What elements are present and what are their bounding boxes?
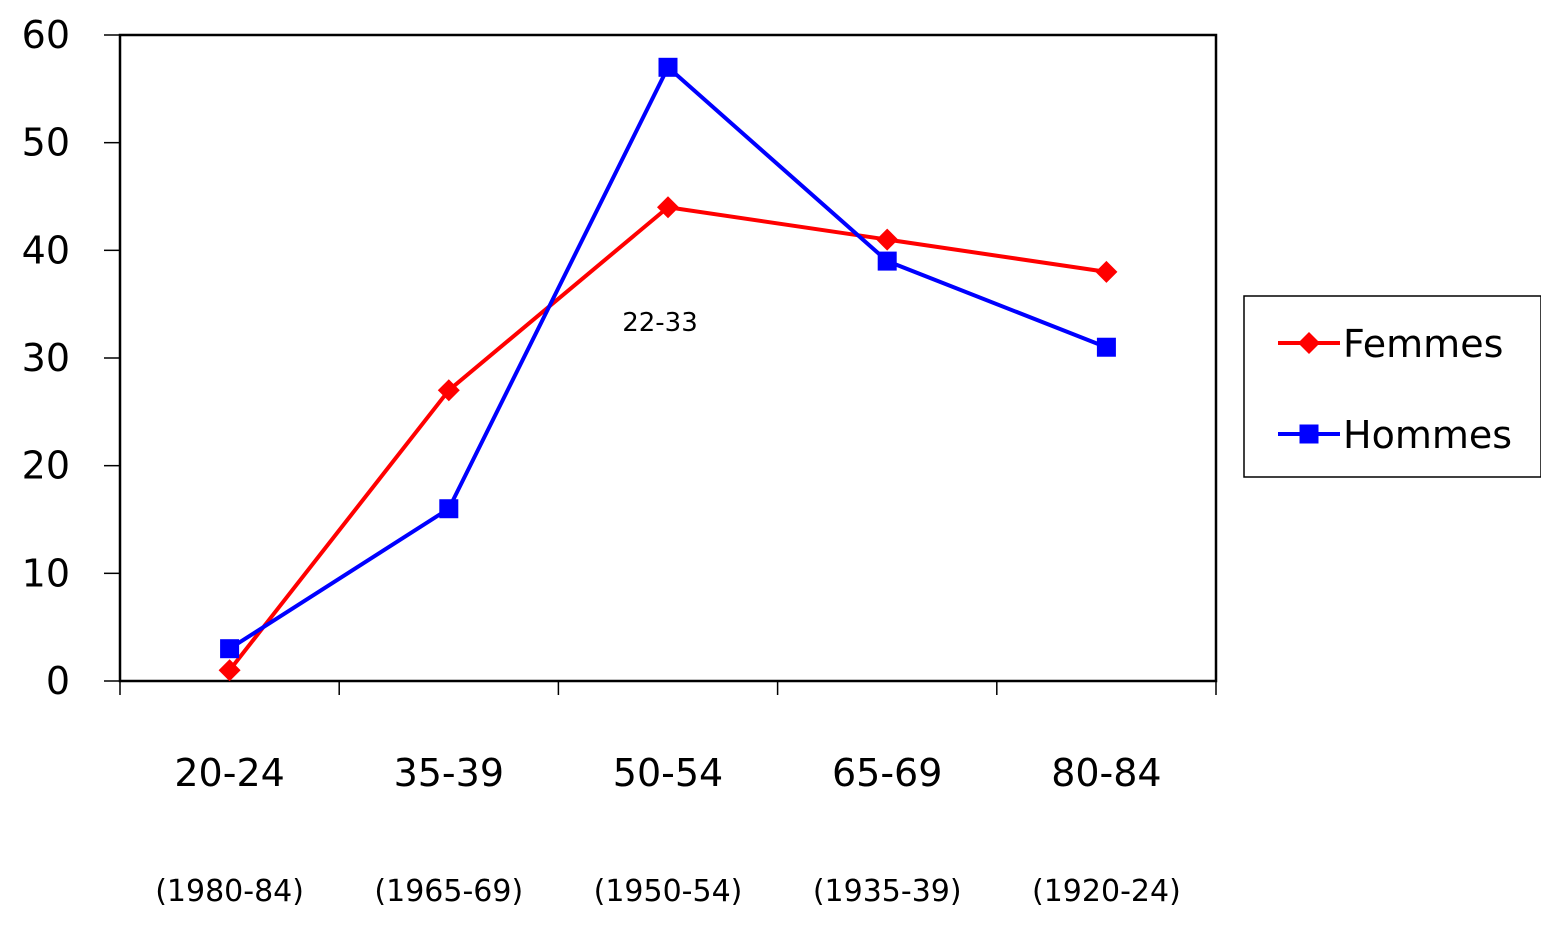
x-tick-label: 50-54 — [613, 751, 723, 795]
x-sublabel: (1935-39) — [813, 874, 962, 909]
data-point-hommes — [658, 57, 678, 77]
series-hommes — [220, 57, 1116, 659]
y-tick-label: 0 — [46, 659, 70, 703]
x-sublabel: (1965-69) — [374, 874, 523, 909]
series-femmes — [218, 196, 1118, 682]
legend-marker-femmes — [1298, 332, 1320, 354]
x-tick-label: 35-39 — [394, 751, 504, 795]
data-point-femmes — [1095, 260, 1118, 283]
series-layer — [218, 57, 1118, 682]
data-point-femmes — [657, 196, 679, 219]
x-sublabel: (1950-54) — [594, 874, 743, 909]
y-axis: 0 10 20 30 40 50 60 — [22, 13, 120, 703]
y-tick-label: 40 — [22, 228, 70, 272]
data-point-hommes — [877, 251, 897, 271]
legend-items: Femmes Hommes — [1278, 322, 1512, 457]
data-point-femmes — [218, 659, 241, 682]
y-tick-label: 50 — [22, 121, 70, 165]
y-tick-label: 20 — [22, 444, 70, 488]
y-tick-label: 10 — [22, 551, 70, 595]
legend-marker-hommes — [1299, 424, 1319, 444]
x-tick-label: 20-24 — [174, 751, 284, 795]
x-tick-label: 80-84 — [1051, 751, 1161, 795]
legend-box — [1243, 295, 1541, 478]
legend-item-femmes: Femmes — [1278, 322, 1503, 366]
plot-area-frame — [118, 33, 1218, 683]
x-axis: 20-24 35-39 50-54 65-69 80-84 (1980-84) (1965-… — [119, 681, 1217, 909]
y-tick-label: 60 — [22, 13, 70, 57]
x-sublabel: (1920-24) — [1032, 874, 1181, 909]
y-tick-label: 30 — [22, 336, 70, 380]
legend: Femmes Hommes — [1243, 295, 1541, 478]
data-point-hommes — [1096, 337, 1116, 357]
data-point-femmes — [437, 379, 460, 402]
legend-item-hommes: Hommes — [1278, 413, 1512, 457]
x-tick-label: 65-69 — [832, 751, 942, 795]
annotation-label: 22-33 — [622, 308, 698, 338]
data-point-femmes — [876, 228, 899, 251]
data-point-hommes — [220, 639, 240, 659]
legend-label-hommes: Hommes — [1343, 413, 1512, 457]
data-point-hommes — [439, 499, 459, 519]
legend-label-femmes: Femmes — [1343, 322, 1503, 366]
x-sublabel: (1980-84) — [155, 874, 304, 909]
